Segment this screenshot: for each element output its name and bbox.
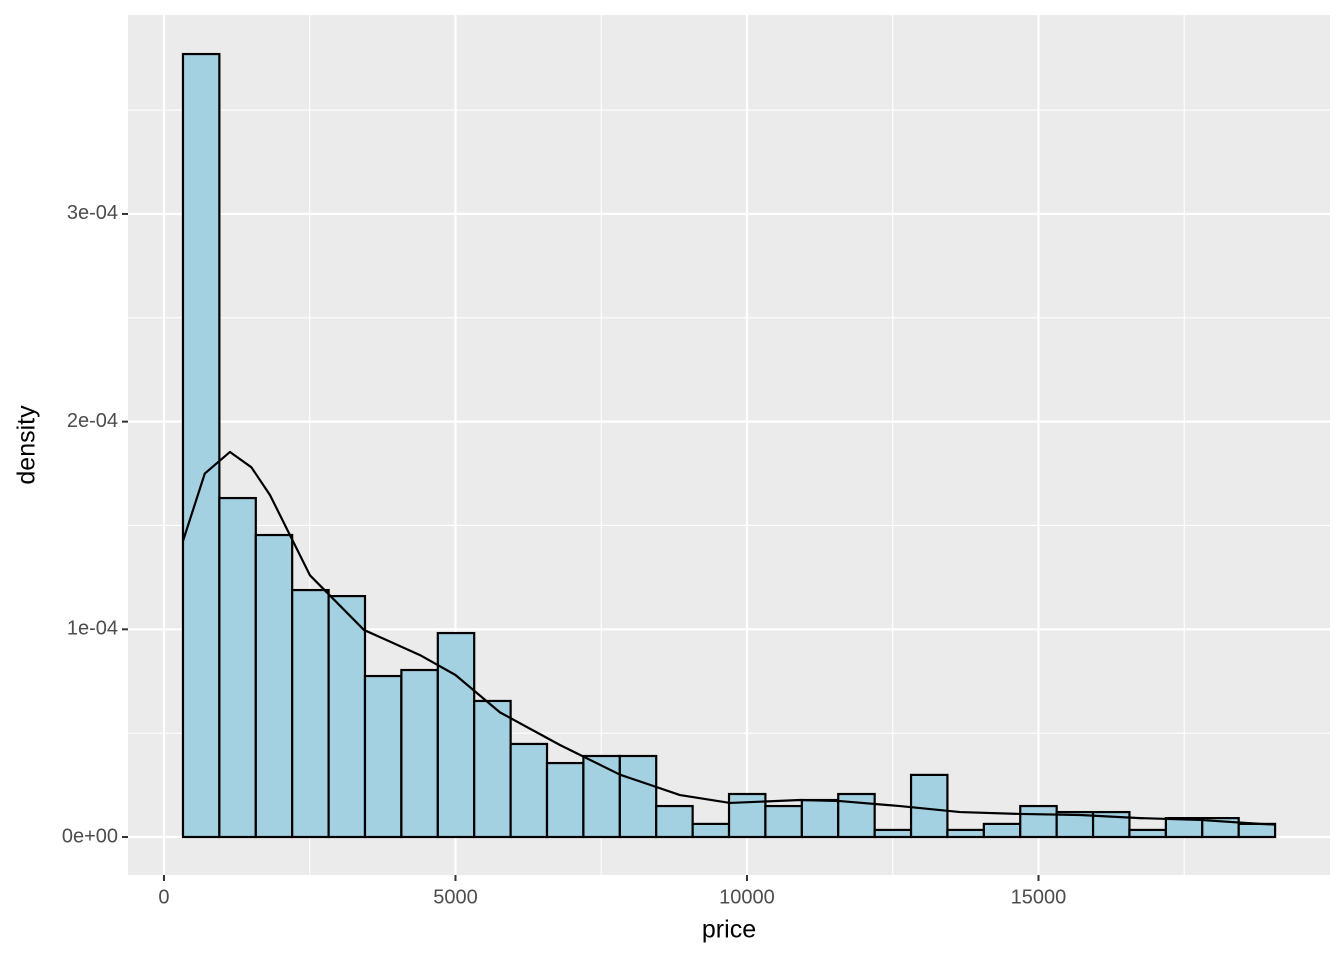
bar	[327, 594, 367, 839]
bar	[218, 496, 257, 839]
bar	[727, 792, 767, 839]
bar	[254, 533, 294, 839]
bar	[473, 699, 512, 839]
axes: 0e+00 1e-04 2e-04 3e-04 0 5000 10000 15000	[62, 202, 1066, 908]
minor-grid	[128, 15, 1330, 875]
bar	[400, 668, 439, 839]
marks	[181, 52, 1277, 839]
x-tick-label: 15000	[1011, 886, 1067, 908]
x-axis-title: price	[702, 916, 756, 944]
y-axis-title: density	[13, 405, 41, 485]
bar	[655, 804, 694, 839]
bar	[363, 674, 403, 839]
bar	[909, 773, 949, 839]
x-tick-label: 0	[158, 886, 169, 908]
y-tick-label: 3e-04	[67, 202, 118, 224]
bar	[545, 761, 585, 839]
bar	[436, 631, 476, 839]
bar	[946, 828, 985, 839]
bar	[1237, 822, 1277, 839]
bar	[800, 798, 840, 839]
y-tick-label: 2e-04	[67, 410, 118, 432]
bar	[582, 754, 621, 839]
bar	[291, 588, 330, 839]
y-tick-label: 0e+00	[62, 825, 118, 847]
bar	[1019, 804, 1058, 839]
x-tick-label: 10000	[719, 886, 775, 908]
x-tick-label: 5000	[433, 886, 478, 908]
density-line	[181, 450, 1276, 826]
bar	[181, 52, 221, 839]
bar	[873, 828, 913, 839]
bar	[764, 804, 803, 839]
bar	[691, 822, 731, 839]
bar	[509, 742, 549, 839]
bar	[982, 822, 1022, 839]
bar	[1128, 828, 1167, 839]
y-tick-label: 1e-04	[67, 618, 118, 640]
bar	[618, 754, 658, 839]
